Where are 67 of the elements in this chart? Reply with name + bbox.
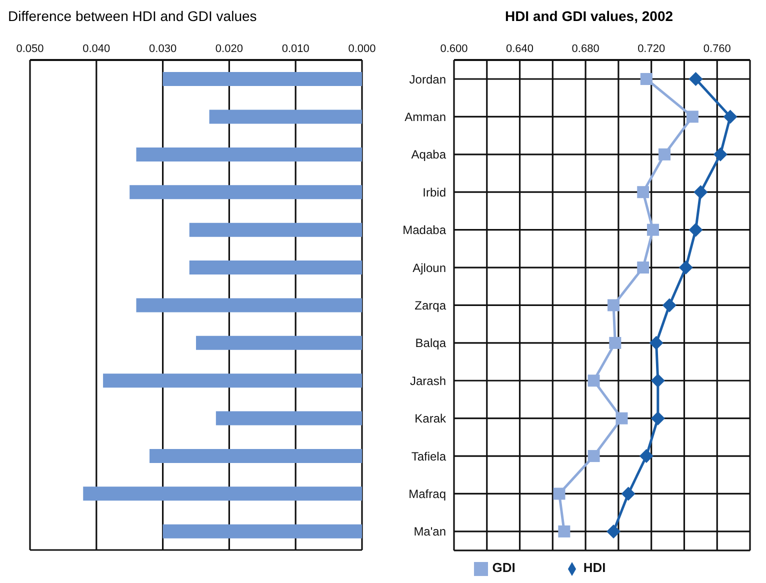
- bar: [103, 374, 362, 388]
- point: [678, 260, 693, 275]
- chart-title: HDI and GDI values, 2002: [504, 8, 674, 26]
- point: [640, 73, 652, 85]
- point: [694, 185, 708, 200]
- point: [588, 450, 600, 462]
- x-tick-label: 0.680: [572, 43, 600, 55]
- point: [662, 298, 676, 312]
- point: [650, 374, 665, 388]
- bar: [209, 110, 362, 124]
- point: [621, 486, 636, 501]
- y-tick-label: Mafraq: [408, 486, 446, 501]
- y-tick-label: Tafiela: [411, 449, 446, 464]
- x-tick-label: 0.010: [282, 43, 310, 55]
- y-tick-label: Ma'an: [414, 524, 446, 539]
- x-tick-label: 0.720: [638, 43, 666, 55]
- bar: [136, 298, 362, 312]
- bar: [130, 185, 362, 200]
- bar: [216, 411, 362, 426]
- point: [649, 336, 664, 350]
- x-tick-label: 0.050: [16, 43, 44, 55]
- bar: [189, 260, 362, 275]
- x-tick-label: 0.040: [82, 43, 110, 55]
- chart-title: Difference between HDI and GDI values: [8, 8, 258, 26]
- x-tick-label: 0.640: [506, 43, 534, 55]
- point: [608, 299, 620, 312]
- y-tick-label: Jarash: [410, 374, 446, 388]
- y-tick-label: Aqaba: [411, 148, 446, 162]
- point: [606, 524, 621, 538]
- point: [686, 110, 698, 123]
- bar: [162, 524, 362, 538]
- point: [609, 336, 622, 349]
- bar: [162, 72, 362, 86]
- point: [637, 186, 650, 198]
- x-tick-label: 0.760: [703, 43, 731, 55]
- x-tick-label: 0.000: [348, 43, 376, 55]
- y-tick-label: Zarqa: [414, 298, 446, 312]
- point: [688, 222, 703, 237]
- y-tick-label: Karak: [414, 412, 447, 426]
- point: [639, 449, 654, 464]
- y-tick-label: Madaba: [402, 223, 446, 238]
- legend-label: HDI: [583, 560, 606, 576]
- point: [558, 525, 570, 538]
- bar: [196, 336, 362, 350]
- y-tick-label: Balqa: [415, 336, 446, 350]
- y-tick-label: Irbid: [422, 185, 446, 200]
- y-tick-label: Ajloun: [412, 260, 446, 275]
- bar: [83, 486, 362, 501]
- legend-label: GDI: [492, 560, 516, 576]
- x-tick-label: 0.600: [440, 43, 468, 55]
- point: [637, 262, 650, 274]
- bar: [150, 448, 362, 463]
- point: [713, 147, 728, 162]
- point: [723, 110, 738, 124]
- point: [658, 148, 670, 160]
- bar: [189, 222, 362, 237]
- point: [650, 411, 665, 426]
- point: [553, 488, 566, 500]
- y-tick-label: Amman: [404, 110, 446, 124]
- point: [688, 72, 703, 86]
- x-tick-label: 0.020: [215, 43, 243, 55]
- point: [588, 374, 600, 387]
- point: [616, 412, 628, 424]
- bar: [136, 147, 362, 162]
- y-tick-label: Jordan: [409, 72, 446, 86]
- x-tick-label: 0.030: [149, 43, 177, 55]
- point: [646, 224, 659, 236]
